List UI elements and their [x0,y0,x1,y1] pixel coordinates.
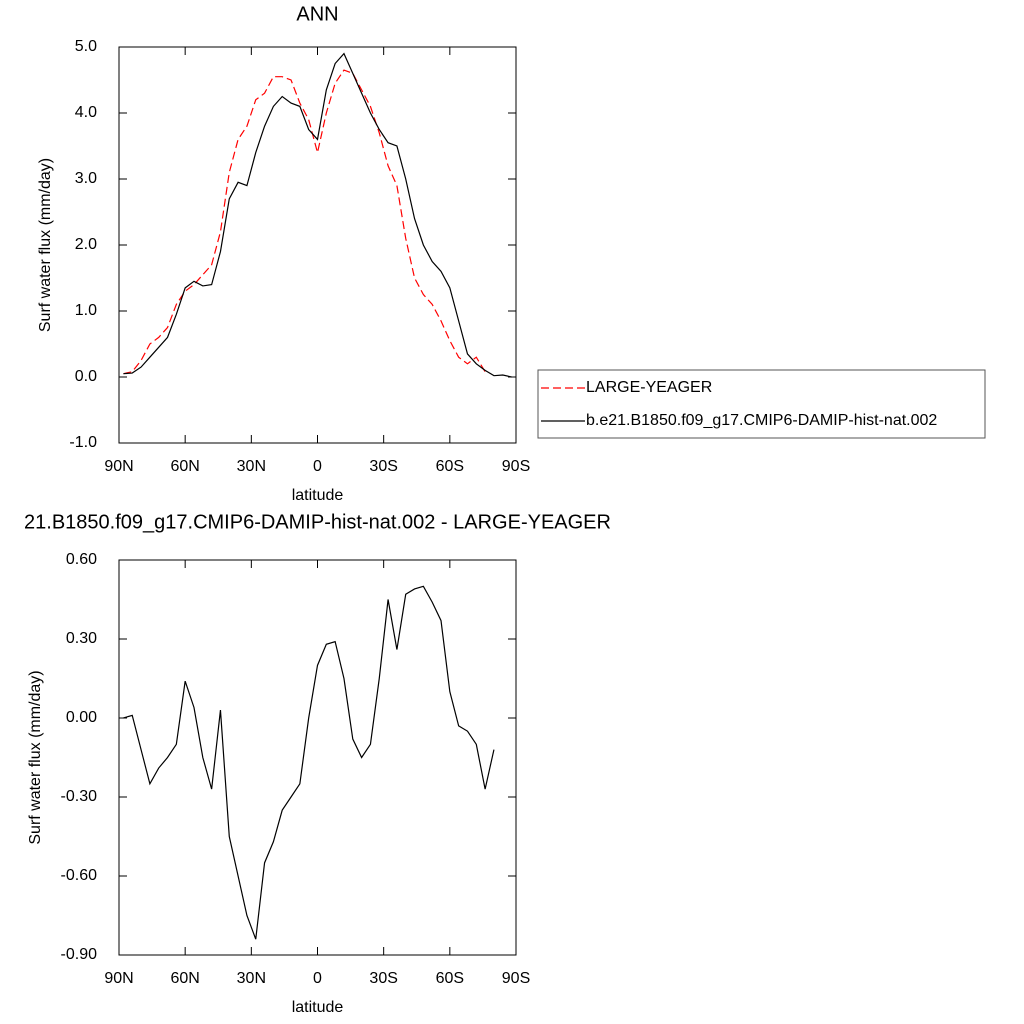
x-tick-label: 60N [170,970,199,987]
x-tick-label: 60N [170,458,199,475]
x-tick-label: 30S [369,970,397,987]
y-tick-label: -0.90 [61,946,98,963]
legend-label: b.e21.B1850.f09_g17.CMIP6-DAMIP-hist-nat… [586,412,937,429]
y-tick-label: -0.60 [61,867,98,884]
y-tick-label: 0.00 [66,709,97,726]
y-tick-label: -0.30 [61,788,98,805]
y-tick-label: -1.0 [69,434,97,451]
y-tick-label: 1.0 [75,302,97,319]
y-tick-label: 4.0 [75,104,97,121]
y-tick-label: 0.0 [75,368,97,385]
x-tick-label: 0 [313,458,322,475]
data-line [123,69,486,375]
x-tick-label: 90S [502,970,530,987]
y-tick-label: 5.0 [75,38,97,55]
chart-title: ANN [296,3,338,25]
x-tick-label: 0 [313,970,322,987]
x-tick-label: 90S [502,458,530,475]
legend-box [537,369,986,439]
x-tick-label: 90N [104,970,133,987]
data-line [123,52,512,378]
plot-frame [118,559,517,956]
x-axis-label: latitude [292,487,344,504]
x-tick-label: 90N [104,458,133,475]
x-tick-label: 30N [237,970,266,987]
x-tick-label: 30N [237,458,266,475]
x-tick-label: 60S [436,458,464,475]
x-axis-label: latitude [292,999,344,1016]
legend-label: LARGE-YEAGER [586,379,712,396]
y-axis-label: Surf water flux (mm/day) [27,670,44,844]
y-tick-label: 3.0 [75,170,97,187]
y-tick-label: 0.30 [66,630,97,647]
y-axis-label: Surf water flux (mm/day) [37,158,54,332]
y-tick-label: 0.60 [66,551,97,568]
x-tick-label: 30S [369,458,397,475]
plot-frame [118,46,517,444]
x-tick-label: 60S [436,970,464,987]
y-tick-label: 2.0 [75,236,97,253]
chart-title: 21.B1850.f09_g17.CMIP6-DAMIP-hist-nat.00… [24,511,611,533]
data-line [123,585,495,940]
